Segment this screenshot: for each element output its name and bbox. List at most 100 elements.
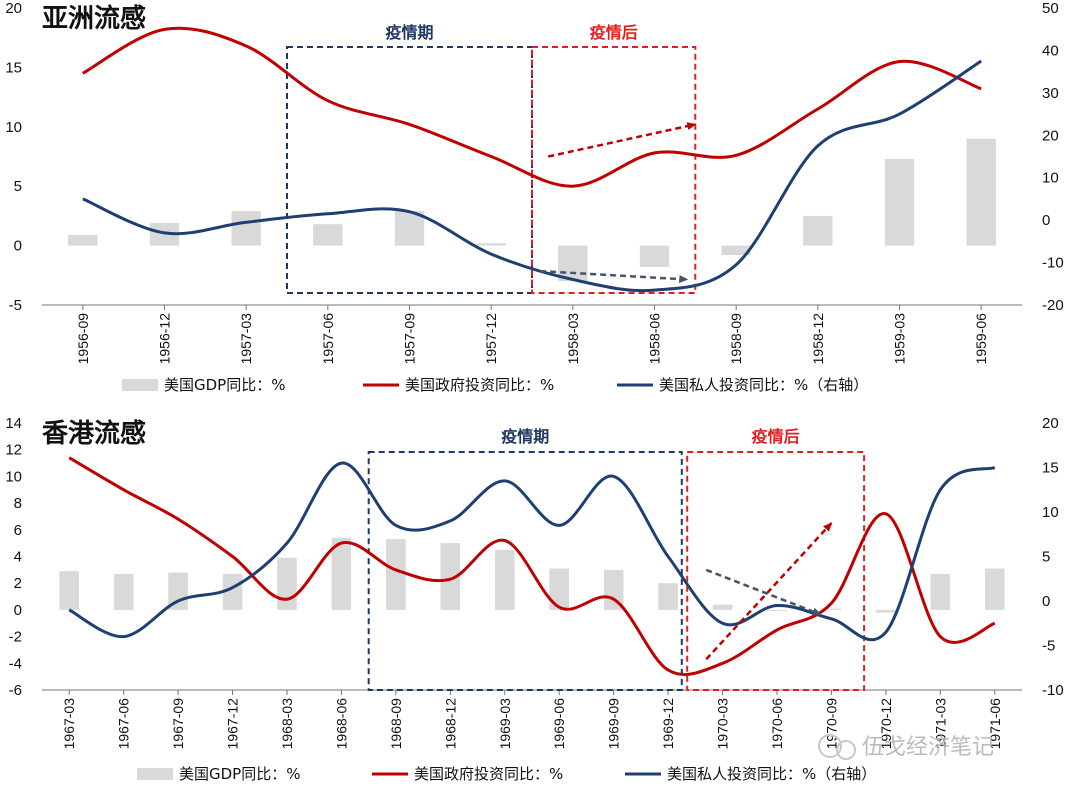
x-tick-label: 1968-12 <box>442 698 458 750</box>
y2-tick-label: -10 <box>1042 682 1064 699</box>
x-tick-label: 1968-06 <box>333 698 349 750</box>
gdp-bar <box>59 571 79 610</box>
x-tick-label: 1967-06 <box>116 698 132 750</box>
x-tick-label: 1956-09 <box>75 313 91 365</box>
post-epidemic-box <box>531 46 697 294</box>
x-tick-label: 1957-03 <box>238 313 254 365</box>
y2-tick-label: 10 <box>1042 170 1059 187</box>
gdp-bar <box>440 543 461 610</box>
trend-arrow-red <box>705 522 833 661</box>
x-tick-label: 1969-06 <box>551 698 567 750</box>
y2-tick-label: -20 <box>1042 297 1064 314</box>
post-epidemic-box <box>686 451 866 691</box>
legend-label-gov: 美国政府投资同比：% <box>405 376 554 394</box>
gdp-bar <box>767 609 787 611</box>
x-tick-label: 1968-03 <box>279 698 295 750</box>
legend-swatch-gdp <box>137 768 173 780</box>
x-tick-label: 1968-09 <box>388 698 404 750</box>
gov-investment-line <box>82 26 982 188</box>
y-tick-label: 0 <box>14 238 22 255</box>
legend-label-priv: 美国私人投资同比：%（右轴） <box>659 376 868 394</box>
wechat-icon-bubble <box>836 740 856 760</box>
y2-tick-label: 10 <box>1042 504 1059 521</box>
x-tick-label: 1957-06 <box>320 313 336 365</box>
gov-investment-line <box>68 456 996 676</box>
gdp-bar <box>495 549 515 610</box>
gdp-bar <box>476 243 506 246</box>
x-tick-label: 1957-09 <box>402 313 418 365</box>
legend-label-gdp: 美国GDP同比：% <box>164 376 285 394</box>
watermark-text: 伍戈经济笔记 <box>862 735 994 760</box>
y2-tick-label: 30 <box>1042 85 1059 102</box>
gdp-bar <box>222 573 243 610</box>
gdp-bar <box>549 568 569 610</box>
x-tick-label: 1958-09 <box>728 313 744 365</box>
trend-arrow-gray <box>540 269 689 284</box>
x-tick-label: 1969-03 <box>497 698 513 750</box>
y2-tick-label: -10 <box>1042 255 1064 272</box>
legend-swatch-gdp <box>122 379 158 391</box>
gdp-bar <box>386 539 406 610</box>
epidemic-period-box <box>367 451 683 691</box>
gdp-bar <box>658 583 678 610</box>
wechat-icon <box>818 734 842 758</box>
epidemic-period-box <box>286 46 533 294</box>
chart-title: 香港流感 <box>42 419 146 449</box>
y-tick-label: -2 <box>9 629 22 646</box>
gdp-bar <box>884 158 915 246</box>
y-tick-label: 14 <box>5 415 22 432</box>
y2-tick-label: 50 <box>1042 0 1059 17</box>
y2-tick-label: 20 <box>1042 127 1059 144</box>
gdp-bar <box>331 537 352 610</box>
box-label: 疫情后 <box>752 427 800 446</box>
y-tick-label: 2 <box>14 575 22 592</box>
legend-label-gov: 美国政府投资同比：% <box>414 765 563 783</box>
y2-tick-label: 15 <box>1042 460 1059 477</box>
legend-label-gdp: 美国GDP同比：% <box>179 765 300 783</box>
y-tick-label: 12 <box>5 442 22 459</box>
y-tick-label: 8 <box>14 495 22 512</box>
x-tick-label: 1969-09 <box>606 698 622 750</box>
gdp-bar <box>966 138 996 246</box>
y-tick-label: -6 <box>9 682 22 699</box>
gdp-bar <box>639 245 670 267</box>
gdp-bar <box>394 211 425 246</box>
gdp-bar <box>558 245 588 282</box>
x-tick-label: 1967-03 <box>61 698 77 750</box>
x-tick-label: 1971-03 <box>932 698 948 750</box>
y-tick-label: 10 <box>5 119 22 136</box>
x-tick-label: 1959-06 <box>973 313 989 365</box>
x-tick-label: 1970-03 <box>715 698 731 750</box>
gdp-bar <box>113 573 134 610</box>
gdp-bar <box>231 211 261 246</box>
x-tick-label: 1957-12 <box>483 313 499 365</box>
gdp-bar <box>712 604 733 610</box>
x-tick-label: 1958-12 <box>810 313 826 365</box>
box-label: 疫情后 <box>590 23 638 42</box>
trend-arrow-gray <box>705 568 822 616</box>
y2-tick-label: 20 <box>1042 415 1059 432</box>
box-label: 疫情期 <box>385 23 433 42</box>
gdp-bar <box>930 573 951 610</box>
x-tick-label: 1970-06 <box>769 698 785 750</box>
gdp-bar <box>721 245 751 256</box>
x-tick-label: 1958-06 <box>647 313 663 365</box>
chart-title: 亚洲流感 <box>42 4 146 34</box>
box-label: 疫情期 <box>501 427 549 446</box>
gdp-bar <box>313 224 343 246</box>
y2-tick-label: 40 <box>1042 42 1059 59</box>
private-investment-line <box>68 461 996 642</box>
y-tick-label: -5 <box>9 297 22 314</box>
gdp-bar <box>603 569 624 610</box>
x-tick-label: 1969-12 <box>660 698 676 750</box>
y-tick-label: 6 <box>14 522 22 539</box>
y-tick-label: 10 <box>5 468 22 485</box>
gdp-bar <box>985 568 1005 610</box>
y-tick-label: 4 <box>14 549 22 566</box>
trend-arrow-red <box>548 122 697 158</box>
x-tick-label: 1970-12 <box>878 698 894 750</box>
gdp-bar <box>803 215 833 246</box>
watermark: 伍戈经济笔记 <box>818 734 994 760</box>
y2-tick-label: 5 <box>1042 549 1050 566</box>
